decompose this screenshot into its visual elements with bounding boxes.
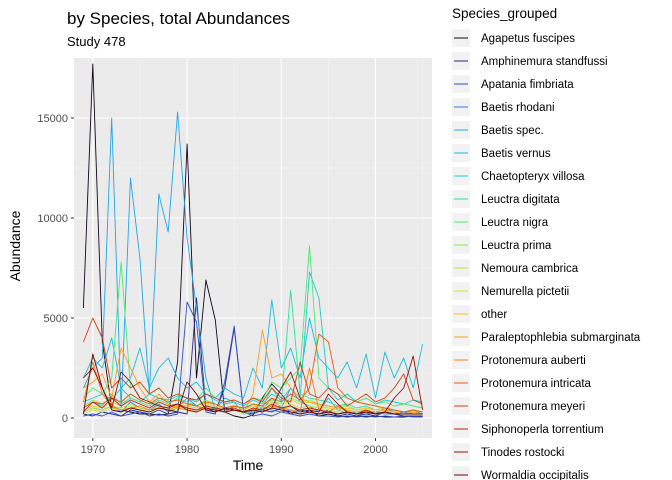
legend-label: Agapetus fuscipes [481, 33, 575, 45]
x-tick-label: 1990 [269, 444, 293, 456]
legend-label: Protonemura intricata [481, 378, 592, 390]
legend-label: Leuctra nigra [481, 217, 549, 229]
legend-label: Tinodes rostocki [481, 447, 564, 459]
x-tick-label: 1980 [175, 444, 199, 456]
legend-label: Paraleptophlebia submarginata [481, 332, 641, 344]
y-axis-title: Abundance [7, 210, 23, 281]
y-tick-label: 10000 [37, 213, 68, 225]
legend-label: Baetis spec. [481, 125, 544, 137]
legend-label: Protonemura auberti [481, 355, 586, 367]
series-lines [82, 63, 424, 419]
chart-title: by Species, total Abundances [67, 9, 290, 28]
series-line [82, 353, 423, 415]
legend-label: Baetis rhodani [481, 102, 555, 114]
x-axis-ticks: 1970 1980 1990 2000 [81, 438, 388, 456]
legend-title: Species_grouped [452, 6, 557, 21]
legend-label: Leuctra prima [481, 240, 552, 252]
series-line [82, 299, 424, 399]
legend-label: Amphinemura standfussi [481, 56, 608, 68]
legend-label: Baetis vernus [481, 148, 551, 160]
y-tick-label: 15000 [37, 113, 68, 125]
legend: Agapetus fuscipes Amphinemura standfussi A… [452, 29, 641, 480]
y-tick-label: 0 [62, 413, 68, 425]
legend-label: Chaetopteryx villosa [481, 171, 585, 183]
series-line [82, 317, 423, 407]
legend-key-box [452, 466, 470, 480]
legend-label: Wormaldia occipitalis [481, 470, 589, 480]
legend-label: Protonemura meyeri [481, 401, 585, 413]
x-axis-title: Time [233, 457, 264, 473]
x-tick-label: 2000 [363, 444, 387, 456]
series-line [83, 301, 423, 418]
legend-label: Leuctra digitata [481, 194, 560, 206]
y-tick-label: 5000 [44, 313, 68, 325]
legend-label: Nemurella pictetii [481, 286, 569, 298]
legend-label: Nemoura cambrica [481, 263, 579, 275]
y-axis-ticks: 0 5000 10000 15000 [37, 113, 74, 425]
series-line [83, 333, 423, 413]
x-tick-label: 1970 [81, 444, 105, 456]
legend-label: Apatania fimbriata [481, 79, 574, 91]
chart-subtitle: Study 478 [67, 34, 126, 49]
legend-label: Siphonoperla torrentium [481, 424, 604, 436]
series-line [82, 63, 423, 419]
legend-label: other [481, 309, 507, 321]
